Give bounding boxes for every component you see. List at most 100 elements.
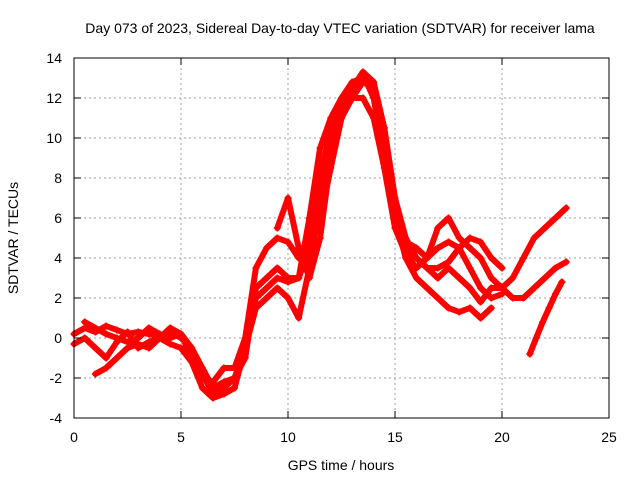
y-tick-label: 8 (54, 170, 62, 186)
y-tick-label: -2 (50, 370, 63, 386)
data-point (558, 278, 566, 286)
data-point (145, 344, 153, 352)
data-point (541, 224, 549, 232)
data-point (166, 340, 174, 348)
data-point (145, 324, 153, 332)
data-point (231, 384, 238, 392)
data-point (113, 334, 121, 342)
data-point (177, 330, 185, 338)
data-point (295, 274, 303, 282)
data-point (252, 264, 260, 272)
y-tick-label: 4 (54, 250, 62, 266)
data-point (198, 370, 206, 378)
data-point (284, 194, 292, 202)
data-point (263, 284, 271, 292)
data-point (124, 328, 131, 336)
y-tick-label: 6 (54, 210, 62, 226)
data-point (509, 274, 517, 282)
x-tick-label: 20 (494, 429, 510, 445)
data-point (552, 264, 559, 272)
data-point (498, 284, 506, 292)
data-point (273, 234, 281, 242)
x-tick-label: 15 (387, 429, 403, 445)
x-tick-label: 0 (70, 429, 78, 445)
data-point (477, 298, 485, 306)
data-point (124, 338, 131, 346)
data-point (81, 318, 89, 326)
data-point (134, 334, 142, 342)
data-point (434, 224, 442, 232)
y-tick-label: 2 (54, 290, 62, 306)
data-point (477, 254, 485, 262)
x-tick-label: 25 (601, 429, 617, 445)
data-point (284, 238, 292, 246)
data-point (519, 254, 527, 262)
data-point (166, 334, 174, 342)
data-point (539, 318, 547, 326)
data-point (487, 304, 495, 312)
data-point (423, 264, 431, 272)
data-point (91, 370, 99, 378)
data-point (391, 214, 399, 222)
data-point (113, 326, 121, 334)
data-point (466, 244, 474, 252)
data-point (445, 264, 452, 272)
data-series (70, 68, 570, 402)
data-point (209, 390, 217, 398)
data-point (423, 284, 431, 292)
data-point (530, 234, 538, 242)
y-tick-label: 10 (46, 130, 62, 146)
data-point (359, 94, 367, 102)
data-point (423, 254, 431, 262)
y-tick-label: 0 (54, 330, 62, 346)
plot-frame (73, 57, 610, 419)
data-point (519, 294, 527, 302)
data-point (338, 114, 345, 122)
data-point (124, 344, 131, 352)
data-point (263, 294, 271, 302)
data-point (466, 284, 474, 292)
data-point (113, 354, 121, 362)
data-point (102, 322, 110, 330)
data-point (284, 294, 292, 302)
data-point (412, 254, 420, 262)
data-point (477, 284, 485, 292)
data-point (445, 304, 452, 312)
data-point (295, 314, 303, 322)
data-point (552, 290, 559, 298)
data-point (305, 274, 313, 282)
series-line-track-6 (526, 279, 565, 357)
data-point (445, 238, 452, 246)
data-point (166, 324, 174, 332)
data-point (81, 334, 89, 342)
data-point (434, 244, 442, 252)
data-point (455, 234, 463, 242)
data-point (541, 274, 549, 282)
data-point (102, 354, 110, 362)
data-point (509, 294, 517, 302)
data-point (445, 258, 452, 266)
data-point (252, 284, 260, 292)
data-point (284, 274, 292, 282)
data-point (231, 374, 238, 382)
data-point (102, 330, 110, 338)
x-tick-label: 10 (280, 429, 296, 445)
data-point (91, 344, 99, 352)
data-point (220, 384, 228, 392)
data-point (316, 234, 324, 242)
data-point (434, 294, 442, 302)
data-point (455, 274, 463, 282)
data-point (359, 68, 367, 76)
data-point (434, 264, 442, 272)
data-point (445, 214, 452, 222)
data-point (487, 274, 495, 282)
data-point (305, 244, 313, 252)
data-point (316, 174, 324, 182)
data-point (487, 294, 495, 302)
data-point (81, 324, 89, 332)
data-point (295, 244, 303, 252)
data-point (209, 378, 217, 386)
data-point (220, 364, 228, 372)
axis-ticks: 0 5 10 15 20 25 -4 -2 0 2 4 6 8 10 12 14 (46, 50, 617, 445)
